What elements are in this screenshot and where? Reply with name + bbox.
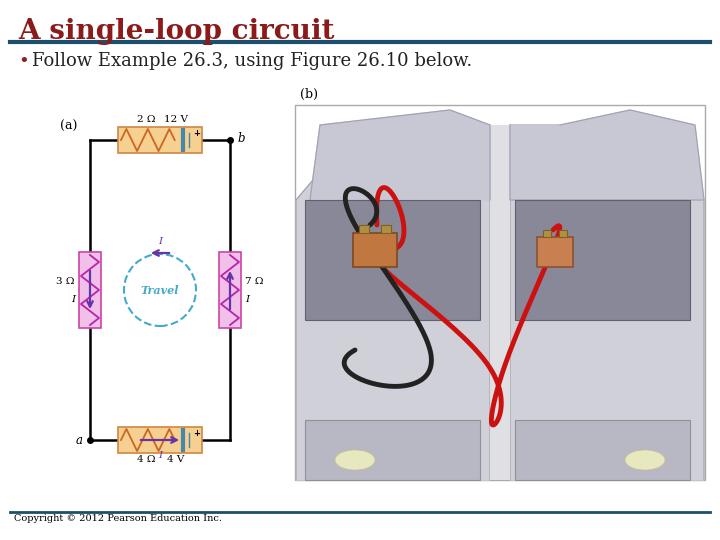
Text: I: I: [71, 295, 75, 305]
Polygon shape: [296, 125, 490, 480]
Text: Follow Example 26.3, using Figure 26.10 below.: Follow Example 26.3, using Figure 26.10 …: [32, 52, 472, 70]
Bar: [359, 225, 369, 233]
Bar: [219, 252, 241, 328]
Text: +: +: [194, 429, 200, 438]
Text: •: •: [18, 52, 29, 70]
Bar: [381, 225, 391, 233]
Polygon shape: [510, 110, 704, 200]
Ellipse shape: [335, 450, 375, 470]
Bar: [353, 233, 397, 267]
Text: A single-loop circuit: A single-loop circuit: [18, 18, 335, 45]
Text: Dead: Dead: [390, 171, 420, 180]
Bar: [490, 125, 510, 480]
Bar: [515, 200, 690, 320]
Ellipse shape: [625, 450, 665, 470]
Bar: [537, 237, 573, 267]
Text: Travel: Travel: [140, 285, 179, 295]
Text: I: I: [158, 451, 162, 461]
Bar: [559, 230, 567, 237]
Bar: [295, 105, 705, 480]
Text: 3 Ω: 3 Ω: [56, 278, 75, 287]
Text: 4 V: 4 V: [167, 455, 185, 464]
Text: a: a: [76, 434, 83, 447]
Bar: [543, 230, 551, 237]
Text: b: b: [237, 132, 245, 145]
Text: battery: battery: [384, 190, 426, 199]
FancyBboxPatch shape: [305, 420, 480, 480]
Text: battery: battery: [564, 190, 602, 199]
Text: 7 Ω: 7 Ω: [245, 278, 264, 287]
Text: 2 Ω: 2 Ω: [137, 115, 156, 124]
Bar: [79, 252, 101, 328]
Bar: [118, 427, 202, 453]
Text: 12 V: 12 V: [164, 115, 188, 124]
Polygon shape: [310, 110, 490, 200]
Text: Copyright © 2012 Pearson Education Inc.: Copyright © 2012 Pearson Education Inc.: [14, 514, 222, 523]
Text: I: I: [245, 295, 249, 305]
Text: Live: Live: [572, 171, 594, 180]
Text: (b): (b): [300, 88, 318, 101]
Bar: [305, 200, 480, 320]
Bar: [118, 127, 202, 153]
Text: (a): (a): [60, 120, 77, 133]
Text: I: I: [158, 237, 162, 246]
Polygon shape: [510, 125, 704, 480]
FancyBboxPatch shape: [515, 420, 690, 480]
Text: 4 Ω: 4 Ω: [137, 455, 156, 464]
Text: +: +: [194, 129, 200, 138]
